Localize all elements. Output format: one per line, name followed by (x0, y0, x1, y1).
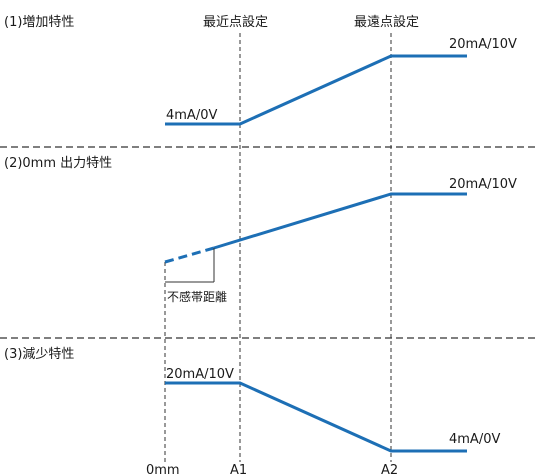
section-3-title: (3)減少特性 (4, 346, 74, 362)
axis-tick-a2: A2 (381, 463, 398, 475)
section-3-low-label: 4mA/0V (449, 432, 500, 447)
section-1-high-label: 20mA/10V (449, 37, 517, 52)
section-1-output-line (165, 54, 467, 126)
section-2-high-label: 20mA/10V (449, 177, 517, 192)
header-nearest-setting: 最近点設定 (203, 14, 268, 30)
section-1-low-label: 4mA/0V (166, 108, 217, 123)
header-farthest-setting: 最遠点設定 (354, 14, 419, 30)
section-1-title: (1)増加特性 (4, 15, 74, 30)
dead-zone-distance-label: 不感帯距離 (167, 289, 227, 304)
section-2-output-line (213, 192, 467, 250)
section-3-output-line (165, 381, 467, 453)
axis-tick-a1: A1 (230, 463, 247, 475)
section-2-dead-zone-line (164, 246, 215, 264)
section-3-high-label: 20mA/10V (166, 367, 234, 382)
section-2-title: (2)0mm 出力特性 (4, 156, 112, 171)
axis-tick-0mm: 0mm (146, 463, 180, 475)
